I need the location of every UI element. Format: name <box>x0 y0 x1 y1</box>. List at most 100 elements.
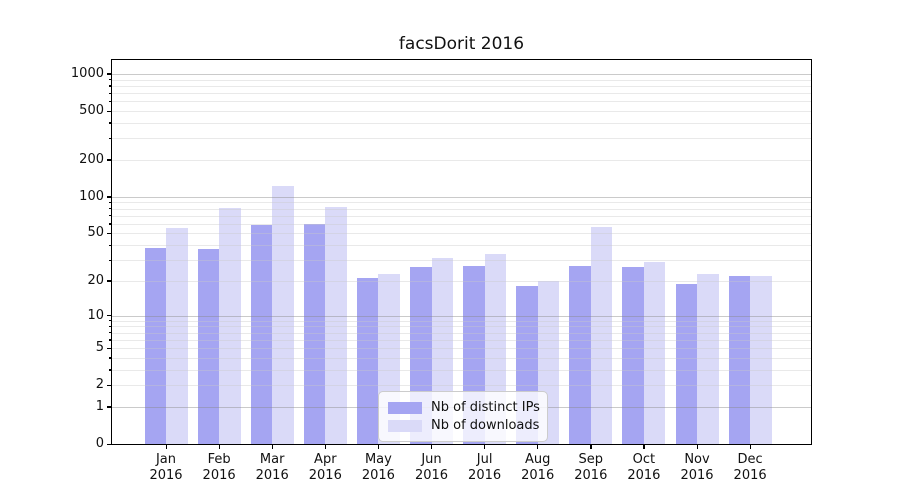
bar-distinct-ips <box>622 267 644 444</box>
gridline-minor <box>112 85 811 87</box>
x-tick-label: Jul 2016 <box>468 452 502 483</box>
gridline-minor <box>112 357 811 359</box>
x-tick-mark <box>218 445 220 449</box>
y-tick-mark <box>107 196 111 198</box>
y-tick-label: 2 <box>95 377 104 393</box>
y-minor-tick-mark <box>108 159 111 161</box>
y-tick-mark <box>107 315 111 317</box>
y-tick-label: 5 <box>95 340 104 356</box>
bar-distinct-ips <box>728 276 751 444</box>
legend-label-distinct-ips: Nb of distinct IPs <box>431 400 540 415</box>
y-minor-tick-mark <box>108 208 111 210</box>
y-tick-label: 0 <box>95 436 104 451</box>
x-tick-mark <box>431 445 433 449</box>
x-tick-mark <box>377 445 380 449</box>
bar-distinct-ips <box>569 265 591 444</box>
gridline-minor <box>112 280 811 282</box>
gridline-minor <box>112 159 811 161</box>
y-minor-tick-mark <box>108 325 111 328</box>
gridline-minor <box>112 320 811 322</box>
bar-downloads <box>272 185 294 444</box>
y-minor-tick-mark <box>108 357 111 359</box>
y-minor-tick-mark <box>108 332 111 334</box>
y-minor-tick-mark <box>108 110 111 112</box>
legend: Nb of distinct IPs Nb of downloads <box>378 391 548 442</box>
bar-distinct-ips <box>356 278 379 444</box>
gridline-minor <box>112 348 811 350</box>
x-tick-mark <box>749 445 751 449</box>
x-tick-mark <box>165 445 167 449</box>
gridline-minor <box>112 208 811 210</box>
y-minor-tick-mark <box>108 259 111 261</box>
gridline-minor <box>112 93 811 95</box>
chart-title: facsDorit 2016 <box>398 34 525 54</box>
x-tick-label: Apr 2016 <box>308 452 342 483</box>
bar-distinct-ips <box>144 247 166 444</box>
gridline-minor <box>112 385 811 387</box>
legend-swatch-downloads <box>388 419 422 432</box>
y-minor-tick-mark <box>108 244 111 246</box>
y-tick-label: 500 <box>79 103 104 119</box>
y-minor-tick-mark <box>108 232 111 235</box>
gridline-minor <box>112 369 811 371</box>
y-tick-label: 100 <box>79 188 104 204</box>
bar-downloads <box>750 276 772 444</box>
gridline-minor <box>112 202 811 204</box>
y-tick-label: 20 <box>87 272 104 288</box>
x-tick-label: Aug 2016 <box>521 452 555 483</box>
gridline-minor <box>112 111 811 113</box>
gridline-minor <box>112 138 811 140</box>
y-minor-tick-mark <box>108 79 111 81</box>
bar-distinct-ips <box>197 249 220 444</box>
bar-distinct-ips <box>675 283 697 444</box>
gridline-minor <box>112 79 811 81</box>
y-tick-mark <box>107 406 111 408</box>
x-tick-label: Jun 2016 <box>414 452 449 483</box>
y-tick-label: 200 <box>79 151 104 167</box>
gridline-major <box>112 73 811 75</box>
x-tick-mark <box>271 445 273 449</box>
y-tick-label: 1 <box>95 398 104 414</box>
x-tick-label: Jan 2016 <box>149 452 183 483</box>
bar-downloads <box>219 207 241 444</box>
y-tick-mark <box>107 73 111 75</box>
y-tick-label: 1000 <box>70 65 104 81</box>
gridline-minor <box>112 122 811 124</box>
x-tick-mark <box>590 445 592 449</box>
bar-downloads <box>166 228 188 444</box>
y-minor-tick-mark <box>108 201 111 204</box>
gridline-minor <box>112 215 811 217</box>
y-tick-mark <box>107 443 111 445</box>
x-tick-label: Nov 2016 <box>680 452 714 483</box>
legend-item-distinct-ips: Nb of distinct IPs <box>388 399 540 416</box>
x-tick-mark <box>696 445 698 449</box>
bar-downloads <box>643 261 666 444</box>
bar-downloads <box>325 207 347 444</box>
gridline-minor <box>112 332 811 334</box>
gridline-minor <box>112 101 811 103</box>
x-tick-mark <box>484 445 486 449</box>
plot-area <box>112 60 811 444</box>
y-minor-tick-mark <box>108 369 111 371</box>
gridline-major <box>112 315 811 317</box>
x-tick-mark <box>324 445 327 449</box>
x-tick-mark <box>537 445 539 449</box>
y-minor-tick-mark <box>108 100 111 103</box>
y-tick-label: 50 <box>87 225 104 241</box>
y-minor-tick-mark <box>108 85 111 87</box>
y-minor-tick-mark <box>108 137 111 140</box>
bar-distinct-ips <box>250 224 273 444</box>
y-tick-label: 10 <box>87 307 104 323</box>
y-minor-tick-mark <box>108 122 111 124</box>
x-tick-label: Mar 2016 <box>255 452 289 483</box>
bar-downloads <box>590 227 613 444</box>
gridline-major <box>112 196 811 198</box>
y-minor-tick-mark <box>108 223 111 225</box>
y-minor-tick-mark <box>108 280 111 282</box>
x-tick-label: Oct 2016 <box>627 452 661 483</box>
gridline-minor <box>112 339 811 341</box>
y-minor-tick-mark <box>108 92 111 94</box>
legend-label-downloads: Nb of downloads <box>431 418 540 433</box>
gridline-minor <box>112 326 811 328</box>
